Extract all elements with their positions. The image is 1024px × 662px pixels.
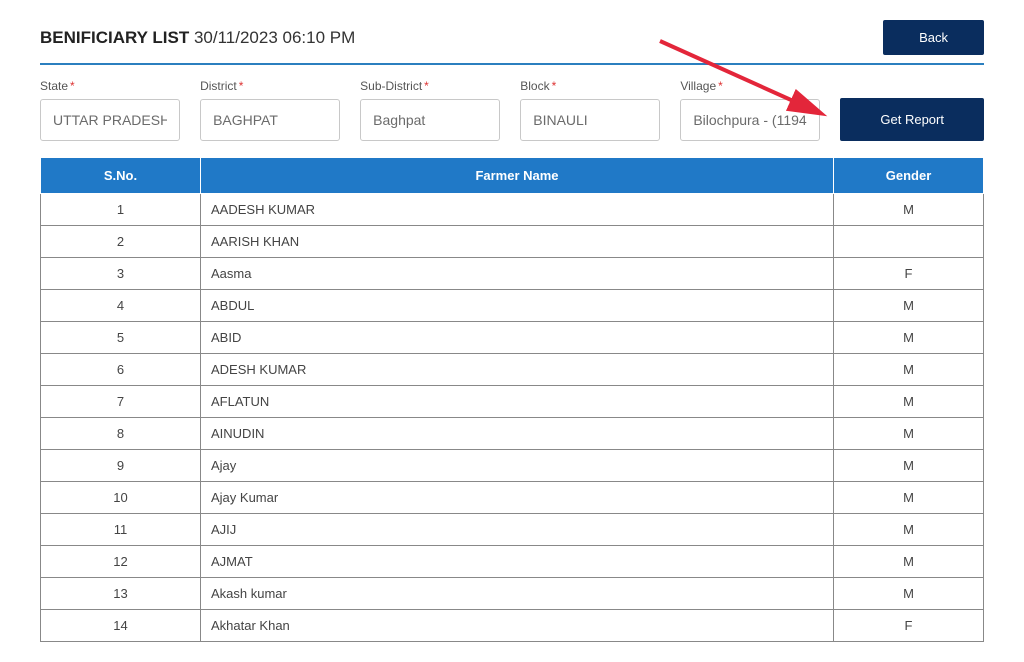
cell-sno: 8 <box>41 417 201 449</box>
cell-gender: M <box>834 353 984 385</box>
cell-gender: F <box>834 257 984 289</box>
back-button[interactable]: Back <box>883 20 984 55</box>
table-row: 8AINUDINM <box>41 417 984 449</box>
cell-sno: 14 <box>41 609 201 641</box>
cell-gender: M <box>834 289 984 321</box>
village-input[interactable] <box>680 99 820 141</box>
col-header-sno: S.No. <box>41 157 201 193</box>
cell-name: AINUDIN <box>201 417 834 449</box>
table-row: 3AasmaF <box>41 257 984 289</box>
col-header-name: Farmer Name <box>201 157 834 193</box>
block-label: Block* <box>520 79 660 93</box>
page-title-timestamp: 30/11/2023 06:10 PM <box>194 28 355 47</box>
table-row: 9AjayM <box>41 449 984 481</box>
cell-gender: M <box>834 577 984 609</box>
cell-name: ABID <box>201 321 834 353</box>
cell-sno: 11 <box>41 513 201 545</box>
table-row: 4ABDULM <box>41 289 984 321</box>
cell-gender: M <box>834 321 984 353</box>
cell-name: Aasma <box>201 257 834 289</box>
table-row: 12AJMATM <box>41 545 984 577</box>
col-header-gender: Gender <box>834 157 984 193</box>
state-input[interactable] <box>40 99 180 141</box>
cell-sno: 2 <box>41 225 201 257</box>
cell-sno: 1 <box>41 193 201 225</box>
state-label: State* <box>40 79 180 93</box>
cell-gender: M <box>834 417 984 449</box>
cell-sno: 12 <box>41 545 201 577</box>
cell-gender: M <box>834 545 984 577</box>
village-label: Village* <box>680 79 820 93</box>
block-input[interactable] <box>520 99 660 141</box>
cell-sno: 10 <box>41 481 201 513</box>
get-report-button[interactable]: Get Report <box>840 98 984 141</box>
cell-name: AFLATUN <box>201 385 834 417</box>
cell-sno: 13 <box>41 577 201 609</box>
table-row: 11AJIJM <box>41 513 984 545</box>
cell-gender: M <box>834 449 984 481</box>
cell-sno: 4 <box>41 289 201 321</box>
cell-name: Akash kumar <box>201 577 834 609</box>
cell-gender: M <box>834 385 984 417</box>
cell-name: AJMAT <box>201 545 834 577</box>
subdistrict-label: Sub-District* <box>360 79 500 93</box>
cell-name: Akhatar Khan <box>201 609 834 641</box>
cell-name: Ajay Kumar <box>201 481 834 513</box>
cell-gender <box>834 225 984 257</box>
cell-gender: M <box>834 481 984 513</box>
cell-name: AARISH KHAN <box>201 225 834 257</box>
subdistrict-input[interactable] <box>360 99 500 141</box>
cell-gender: M <box>834 513 984 545</box>
cell-sno: 5 <box>41 321 201 353</box>
table-row: 10Ajay KumarM <box>41 481 984 513</box>
table-row: 2AARISH KHAN <box>41 225 984 257</box>
table-row: 6ADESH KUMARM <box>41 353 984 385</box>
page-title: BENIFICIARY LIST 30/11/2023 06:10 PM <box>40 28 355 48</box>
page-title-bold: BENIFICIARY LIST <box>40 28 189 47</box>
cell-sno: 9 <box>41 449 201 481</box>
table-row: 5ABIDM <box>41 321 984 353</box>
cell-gender: F <box>834 609 984 641</box>
cell-gender: M <box>834 193 984 225</box>
cell-name: AADESH KUMAR <box>201 193 834 225</box>
cell-sno: 3 <box>41 257 201 289</box>
cell-name: ADESH KUMAR <box>201 353 834 385</box>
district-label: District* <box>200 79 340 93</box>
cell-sno: 7 <box>41 385 201 417</box>
district-input[interactable] <box>200 99 340 141</box>
table-row: 1AADESH KUMARM <box>41 193 984 225</box>
cell-name: AJIJ <box>201 513 834 545</box>
table-row: 7AFLATUNM <box>41 385 984 417</box>
title-underline <box>40 63 984 65</box>
beneficiary-table: S.No. Farmer Name Gender 1AADESH KUMARM2… <box>40 157 984 642</box>
cell-sno: 6 <box>41 353 201 385</box>
table-row: 14Akhatar KhanF <box>41 609 984 641</box>
cell-name: Ajay <box>201 449 834 481</box>
cell-name: ABDUL <box>201 289 834 321</box>
table-row: 13Akash kumarM <box>41 577 984 609</box>
